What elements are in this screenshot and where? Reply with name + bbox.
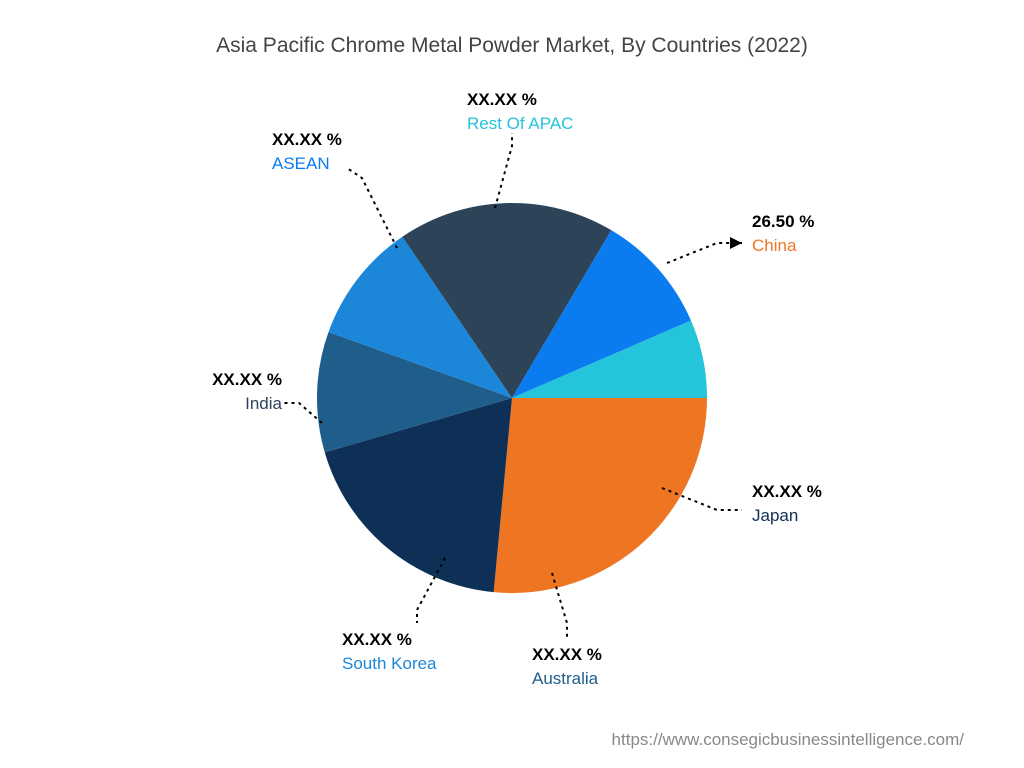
slice-name: ASEAN xyxy=(272,152,342,176)
slice-pct: XX.XX % xyxy=(272,128,342,152)
slice-name: China xyxy=(752,234,814,258)
slice-label-india: XX.XX %India xyxy=(192,368,282,416)
slice-label-japan: XX.XX %Japan xyxy=(752,480,822,528)
slice-name: Japan xyxy=(752,504,822,528)
slice-pct: XX.XX % xyxy=(192,368,282,392)
credit-url: https://www.consegicbusinessintelligence… xyxy=(612,730,964,750)
slice-label-china: 26.50 %China xyxy=(752,210,814,258)
leader-line xyxy=(347,168,397,248)
slice-label-rest-of-apac: XX.XX %Rest Of APAC xyxy=(467,88,573,136)
slice-pct: XX.XX % xyxy=(467,88,573,112)
slice-name: Rest Of APAC xyxy=(467,112,573,136)
leader-line xyxy=(495,133,512,208)
slice-pct: XX.XX % xyxy=(752,480,822,504)
slice-pct: XX.XX % xyxy=(532,643,602,667)
slice-name: South Korea xyxy=(342,652,437,676)
slice-pct: XX.XX % xyxy=(342,628,437,652)
pie-slice-china xyxy=(494,398,707,593)
leader-line xyxy=(284,403,322,423)
slice-name: Australia xyxy=(532,667,602,691)
leader-arrow xyxy=(730,237,742,249)
slice-label-south-korea: XX.XX %South Korea xyxy=(342,628,437,676)
slice-label-australia: XX.XX %Australia xyxy=(532,643,602,691)
slice-name: India xyxy=(192,392,282,416)
pie-chart: 26.50 %ChinaXX.XX %JapanXX.XX %Australia… xyxy=(162,48,862,748)
slice-label-asean: XX.XX %ASEAN xyxy=(272,128,342,176)
slice-pct: 26.50 % xyxy=(752,210,814,234)
